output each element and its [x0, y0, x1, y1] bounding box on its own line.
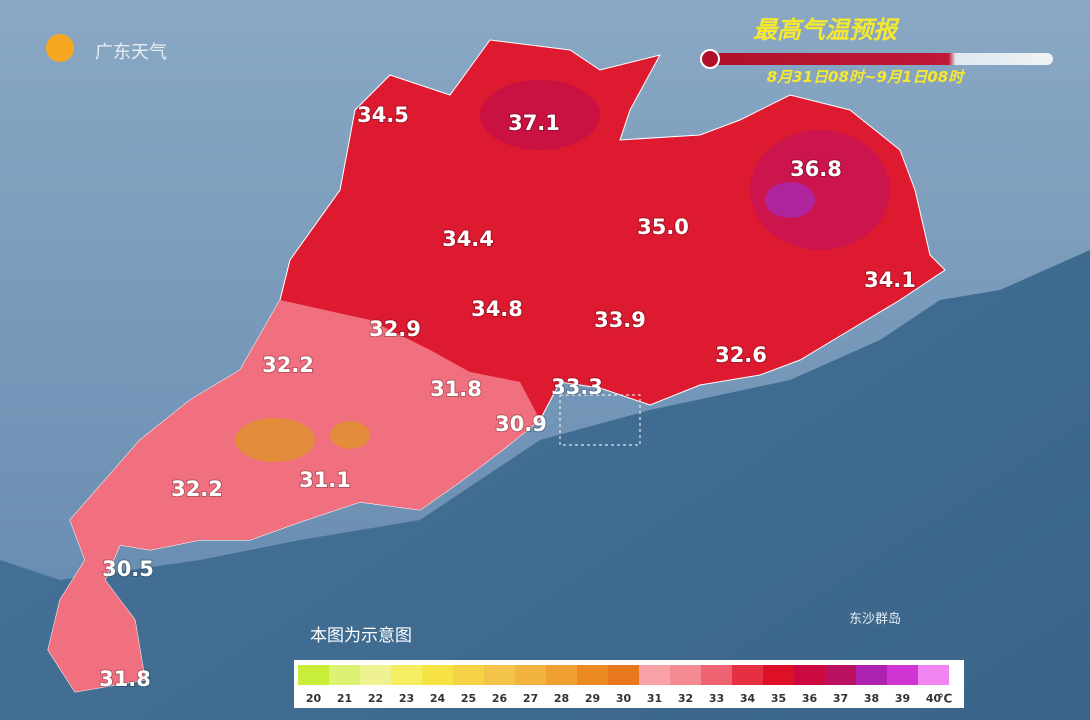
- legend-swatch: [391, 665, 422, 685]
- island-label: 东沙群岛: [849, 611, 901, 627]
- legend-label: 22: [368, 692, 383, 705]
- legend-label: 32: [678, 692, 693, 705]
- legend-swatch: [670, 665, 701, 685]
- logo-icon: [46, 34, 74, 62]
- temp-label: 34.8: [471, 297, 523, 321]
- hot-zone: [480, 80, 600, 150]
- hot-zone: [750, 130, 890, 250]
- legend-label: 27: [523, 692, 538, 705]
- legend-swatch: [608, 665, 639, 685]
- legend-label: 26: [492, 692, 508, 705]
- legend-label: 33: [709, 692, 724, 705]
- legend-swatch: [701, 665, 732, 685]
- hot-zone: [765, 182, 815, 218]
- legend-swatch: [825, 665, 856, 685]
- logo-text: 广东天气: [95, 42, 167, 63]
- legend-label: 28: [554, 692, 569, 705]
- title: 最高气温预报: [753, 16, 900, 44]
- legend: 20 21 22 23 24 25 26 27 28 29 30 31 32 33 34 35 36 37 38 39…: [298, 665, 952, 706]
- temp-label: 34.1: [864, 268, 916, 292]
- legend-swatch: [298, 665, 329, 685]
- note: 本图为示意图: [310, 626, 412, 646]
- temp-label: 32.9: [369, 317, 421, 341]
- legend-label: 31: [647, 692, 662, 705]
- temperature-labels: 34.5 37.1 36.8 34.4 35.0 34.1 34.8 33.9 …: [98, 102, 917, 692]
- temp-label: 32.2: [262, 353, 314, 377]
- temp-label: 30.5: [102, 557, 154, 581]
- temp-label: 34.4: [442, 227, 494, 251]
- legend-swatch: [546, 665, 577, 685]
- legend-label: 34: [740, 692, 756, 705]
- legend-swatch: [856, 665, 887, 685]
- legend-swatch: [360, 665, 391, 685]
- temp-label: 31.8: [99, 667, 151, 691]
- legend-unit: ℃: [938, 692, 953, 706]
- thermometer-bulb: [700, 49, 720, 69]
- temp-label: 31.8: [430, 377, 482, 401]
- legend-swatch: [577, 665, 608, 685]
- temp-label: 31.1: [299, 468, 351, 492]
- legend-label: 39: [895, 692, 910, 705]
- temp-label: 34.5: [357, 103, 409, 127]
- thermometer: [705, 53, 1053, 65]
- legend-swatch: [732, 665, 763, 685]
- legend-label: 21: [337, 692, 352, 705]
- legend-label: 24: [430, 692, 446, 705]
- legend-swatch: [329, 665, 360, 685]
- temp-label: 32.2: [171, 477, 223, 501]
- temp-label: 30.9: [495, 412, 547, 436]
- legend-swatch: [918, 665, 949, 685]
- legend-swatch: [639, 665, 670, 685]
- temp-label: 32.6: [715, 343, 767, 367]
- legend-label: 36: [802, 692, 818, 705]
- hk-box: [559, 394, 641, 446]
- west-region: [48, 300, 540, 692]
- legend-label: 38: [864, 692, 879, 705]
- temp-label: 37.1: [508, 111, 560, 135]
- legend-swatch: [484, 665, 515, 685]
- temp-label: 35.0: [637, 215, 689, 239]
- warm-zone: [330, 421, 370, 449]
- legend-swatch: [887, 665, 918, 685]
- legend-swatch: [422, 665, 453, 685]
- legend-label: 30: [616, 692, 632, 705]
- period: 8月31日08时~9月1日08时: [767, 68, 967, 86]
- legend-swatch: [794, 665, 825, 685]
- warm-zone: [235, 418, 315, 462]
- legend-label: 35: [771, 692, 786, 705]
- legend-swatch: [453, 665, 484, 685]
- legend-label: 23: [399, 692, 414, 705]
- legend-label: 29: [585, 692, 600, 705]
- legend-label: 25: [461, 692, 476, 705]
- legend-label: 40: [926, 692, 942, 705]
- temp-label: 33.9: [594, 308, 646, 332]
- temp-label: 36.8: [790, 157, 842, 181]
- temp-label: 33.3: [551, 375, 603, 399]
- legend-swatch: [515, 665, 546, 685]
- legend-swatch: [763, 665, 794, 685]
- legend-label: 37: [833, 692, 848, 705]
- legend-label: 20: [306, 692, 322, 705]
